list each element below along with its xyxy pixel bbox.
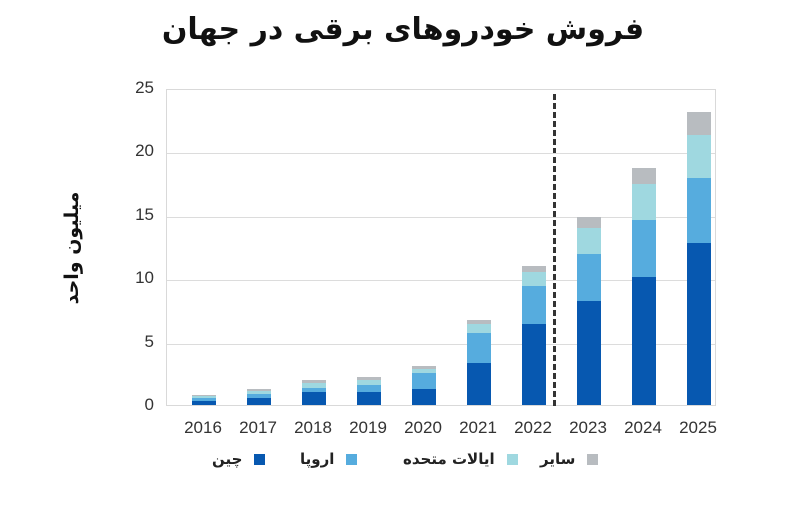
x-tick-label: 2020 [404,418,442,437]
x-tick-label: 2025 [679,418,717,437]
x-tick-label: 2017 [239,418,277,437]
legend-item-other: سایر [540,446,599,472]
bar-segment [412,368,436,373]
bar-segment [247,391,271,395]
bar-2016 [192,394,216,405]
gridline [167,153,715,155]
bar-2020 [412,365,436,405]
bar-segment [357,384,381,392]
forecast-divider-line [553,94,556,406]
bar-segment [302,379,326,383]
bar-segment [192,394,216,397]
bar-segment [357,391,381,405]
bar-segment [302,391,326,405]
y-tick-label: 0 [144,395,154,414]
bar-segment [522,285,546,324]
bar-2022 [522,265,546,405]
legend-swatch-us [506,453,518,465]
plot-area [166,89,716,406]
bar-segment [632,219,656,277]
bar-2025 [687,112,711,405]
bar-2023 [577,217,601,405]
legend-label: اروپا [300,450,335,468]
bar-segment [412,389,436,405]
legend-item-europe: اروپا [300,446,358,472]
legend-label: ایالات متحده [403,450,495,468]
legend-label: چین [212,450,243,468]
gridline [167,343,715,345]
legend-label: سایر [540,450,576,468]
bar-segment [467,320,491,324]
x-tick-label: 2018 [294,418,332,437]
bar-2024 [632,167,656,405]
bar-2017 [247,389,271,405]
y-axis-label: میلیون واحد [61,191,83,305]
y-tick-label: 5 [144,331,154,351]
chart-title: فروش خودروهای برقی در جهان [161,12,645,47]
legend-swatch-other [587,453,599,465]
bar-segment [632,276,656,405]
bar-segment [522,323,546,405]
gridline [167,280,715,282]
gridline [167,216,715,218]
bar-segment [687,178,711,243]
bar-2018 [302,379,326,405]
bar-segment [632,167,656,185]
bar-segment [247,398,271,405]
bar-segment [247,394,271,399]
x-tick-label: 2022 [514,418,552,437]
bar-segment [577,217,601,228]
y-tick-label: 10 [135,268,154,288]
legend-swatch-china [254,453,266,465]
bar-segment [687,112,711,135]
y-tick-label: 20 [135,141,154,161]
bar-segment [412,372,436,390]
bar-segment [192,396,216,399]
bar-segment [687,134,711,179]
bar-segment [467,363,491,405]
bar-segment [247,389,271,392]
legend-item-us: ایالات متحده [403,446,518,472]
bar-segment [412,365,436,369]
x-tick-label: 2021 [459,418,497,437]
bar-segment [357,377,381,380]
bar-segment [192,400,216,405]
x-tick-label: 2016 [184,418,222,437]
y-tick-label: 25 [135,78,154,97]
y-tick-label: 15 [135,204,154,224]
bar-segment [522,271,546,286]
x-tick-label: 2019 [349,418,387,437]
x-tick-label: 2024 [624,418,662,437]
legend-item-china: چین [212,446,266,472]
legend: چین اروپا ایالات متحده سایر [0,446,806,472]
bar-segment [467,332,491,364]
bar-segment [577,254,601,302]
bar-segment [687,242,711,405]
bar-segment [522,265,546,272]
legend-swatch-europe [346,453,358,465]
bar-2021 [467,320,491,405]
bar-2019 [357,377,381,405]
bar-segment [357,379,381,385]
bar-segment [302,382,326,388]
bar-segment [302,387,326,392]
bar-segment [632,184,656,220]
bar-segment [577,301,601,405]
bar-segment [467,323,491,333]
bar-segment [192,398,216,401]
x-tick-label: 2023 [569,418,607,437]
bar-segment [577,227,601,255]
